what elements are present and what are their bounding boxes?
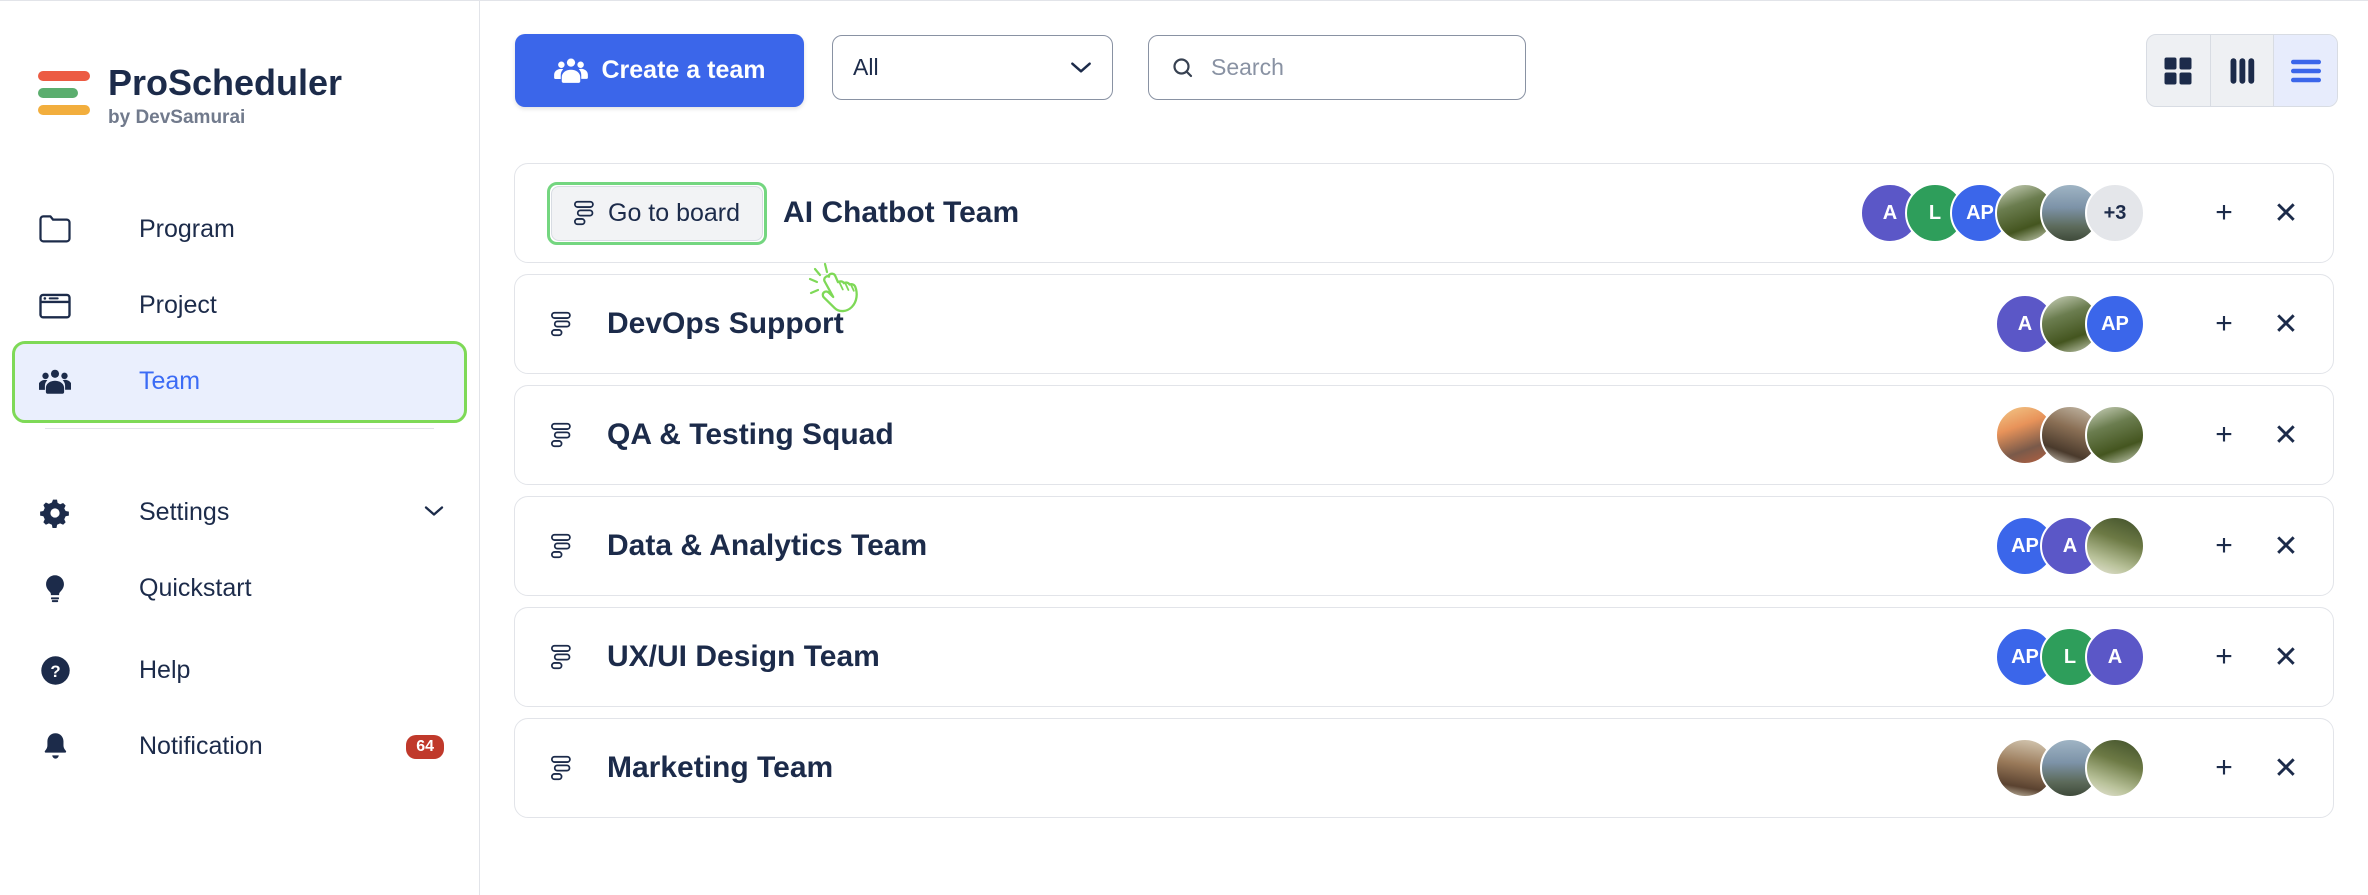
svg-text:?: ? [50, 662, 60, 681]
